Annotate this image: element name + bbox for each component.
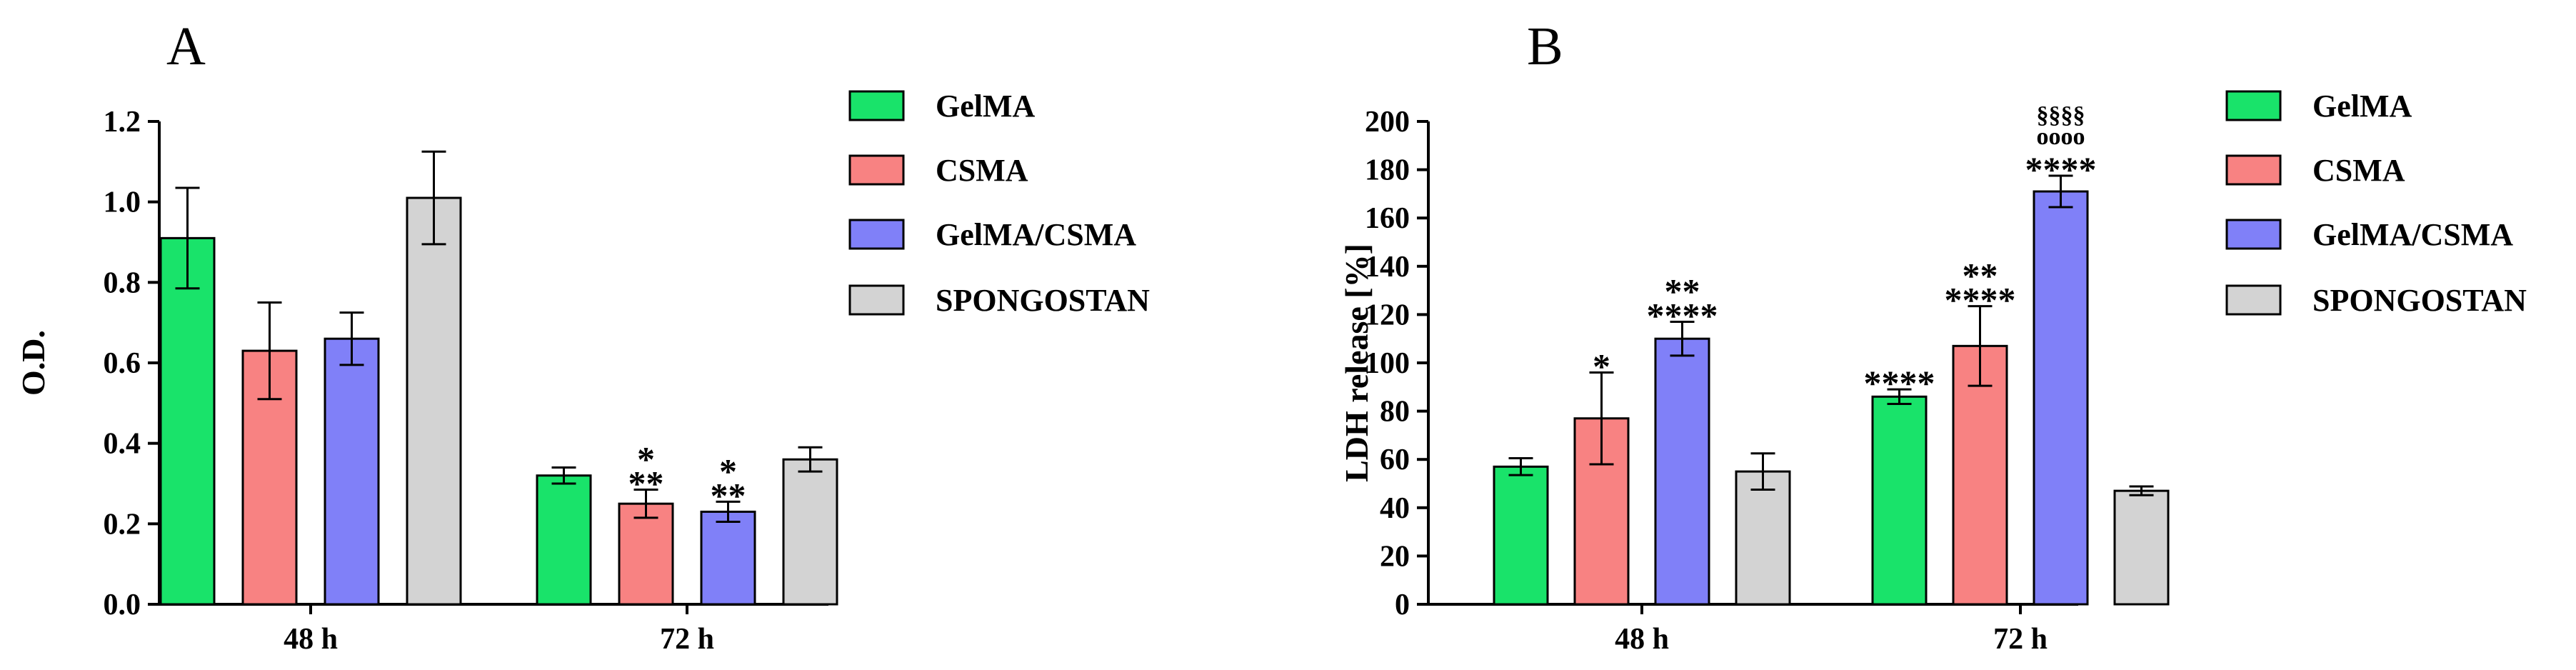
bar [406, 196, 462, 606]
y-tick-label: 0 [1395, 589, 1410, 621]
bar [2033, 190, 2089, 606]
legend-swatch [2225, 219, 2282, 250]
significance-label: * [1593, 346, 1610, 386]
panel-b: B 0 20 40 60 80 100 120 140 160 180 200 LDH release … [1338, 16, 2527, 656]
y-tick-label: 200 [1365, 106, 1410, 139]
bar [2113, 489, 2170, 606]
x-tick-label: 48 h [1615, 623, 1669, 656]
significance-label: * [719, 451, 737, 491]
y-tick-label: 1.2 [104, 106, 141, 139]
significance-label: **** [1945, 280, 2016, 320]
significance-label: **** [1647, 296, 1718, 336]
bar [1735, 470, 1791, 606]
significance-label: oooo [2037, 124, 2085, 150]
bar [159, 236, 216, 606]
y-tick-label: 160 [1365, 202, 1410, 235]
bar [536, 474, 592, 606]
significance-label: * [637, 439, 655, 479]
bar [1493, 465, 1549, 606]
y-tick-label: 100 [1365, 347, 1410, 380]
legend-label: CSMA [936, 153, 1028, 188]
legend-label: GelMA/CSMA [2312, 217, 2513, 252]
legend: GelMA CSMA GelMA/CSMA SPONGOSTAN [848, 89, 1150, 318]
bar [782, 458, 838, 606]
bar [1952, 344, 2008, 606]
legend-label: CSMA [2312, 153, 2405, 188]
significance-label: ** [628, 463, 664, 503]
y-tick-label: 40 [1380, 492, 1410, 525]
legend: GelMA CSMA GelMA/CSMA SPONGOSTAN [2225, 89, 2527, 318]
bar [1573, 417, 1630, 606]
legend-swatch [848, 154, 905, 186]
bar [618, 502, 674, 606]
legend-label: GelMA/CSMA [936, 217, 1136, 252]
significance-label: ** [1963, 256, 1998, 296]
y-axis-title: LDH release [%] [1338, 244, 1375, 482]
legend-label: GelMA [936, 89, 1036, 124]
y-tick-label: 0.6 [104, 347, 141, 380]
y-tick-label: 0.8 [104, 266, 141, 299]
legend-swatch [2225, 90, 2282, 121]
legend-swatch [848, 284, 905, 316]
panel-letter: A [166, 16, 206, 76]
significance-label: **** [1864, 363, 1935, 403]
x-tick-label: 48 h [284, 623, 338, 656]
y-tick-label: 60 [1380, 444, 1410, 476]
bar [1654, 337, 1710, 606]
y-tick-label: 20 [1380, 540, 1410, 573]
legend-label: GelMA [2312, 89, 2412, 124]
y-tick-label: 140 [1365, 251, 1410, 284]
y-tick-label: 120 [1365, 299, 1410, 331]
x-tick-label: 72 h [1993, 623, 2048, 656]
y-tick-label: 0.4 [104, 428, 141, 461]
significance-label: §§§§ [2037, 102, 2085, 129]
y-tick-label: 0.0 [104, 589, 141, 621]
bar [324, 337, 380, 606]
panel-letter: B [1527, 16, 1563, 76]
significance-label: ** [1665, 271, 1700, 311]
legend-swatch [2225, 154, 2282, 186]
legend-label: SPONGOSTAN [936, 283, 1150, 318]
y-axis-title: O.D. [15, 330, 51, 396]
legend-swatch [2225, 284, 2282, 316]
panel-a: A0.00.20.40.60.81.01.2O.D.48 h******72 h… [15, 16, 1150, 656]
y-tick-label: 0.2 [104, 508, 141, 541]
bar [700, 510, 756, 606]
y-tick-label: 80 [1380, 396, 1410, 429]
y-tick-label: 180 [1365, 154, 1410, 187]
significance-label: **** [2025, 149, 2097, 189]
significance-label: ** [711, 475, 746, 515]
bar [1871, 395, 1928, 606]
legend-label: SPONGOSTAN [2312, 283, 2527, 318]
x-tick-label: 72 h [660, 623, 714, 656]
y-tick-label: 1.0 [104, 186, 141, 219]
legend-swatch [848, 90, 905, 121]
legend-swatch [848, 219, 905, 250]
